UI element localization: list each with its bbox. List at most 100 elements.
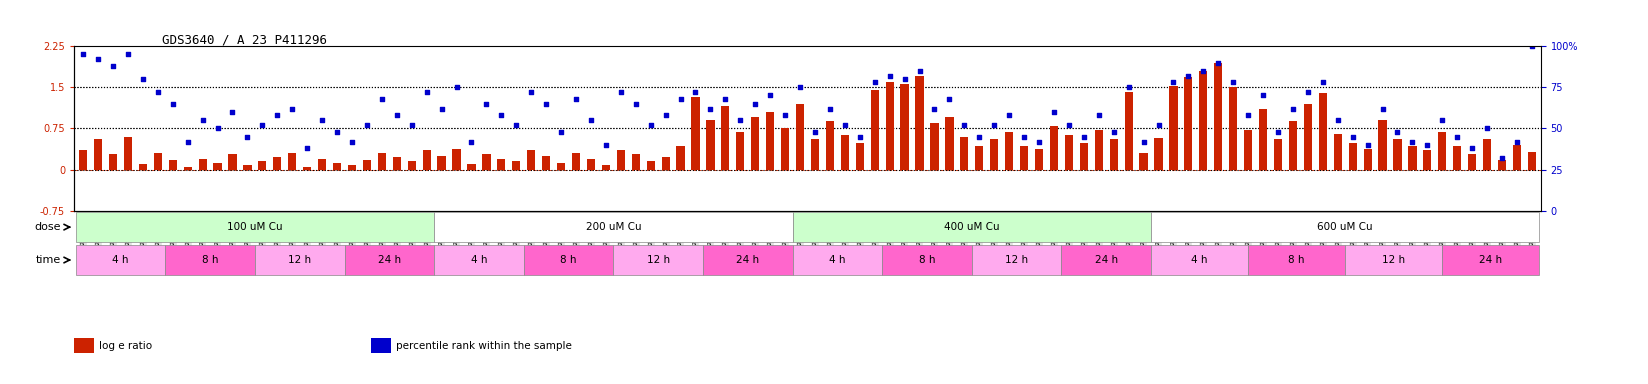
- Point: [145, 89, 171, 95]
- Point: [578, 117, 605, 123]
- Bar: [468, 164, 476, 169]
- Bar: [168, 160, 176, 169]
- Point: [264, 112, 290, 118]
- Bar: [557, 163, 565, 169]
- Point: [1220, 79, 1246, 85]
- Point: [623, 101, 649, 107]
- Bar: [946, 118, 954, 169]
- Text: 24 h: 24 h: [1094, 255, 1117, 265]
- Point: [1325, 117, 1351, 123]
- Point: [1160, 79, 1187, 85]
- Text: 4 h: 4 h: [112, 255, 129, 265]
- Bar: [587, 159, 595, 169]
- Text: 12 h: 12 h: [646, 255, 669, 265]
- Point: [1042, 109, 1068, 115]
- FancyBboxPatch shape: [882, 245, 972, 275]
- Point: [488, 112, 514, 118]
- Bar: [138, 164, 147, 169]
- Bar: [124, 137, 132, 169]
- Bar: [1498, 160, 1506, 169]
- Point: [981, 122, 1007, 128]
- Point: [936, 96, 962, 102]
- Text: 24 h: 24 h: [737, 255, 760, 265]
- Point: [190, 117, 216, 123]
- Bar: [1439, 132, 1447, 169]
- Text: 8 h: 8 h: [560, 255, 577, 265]
- Point: [638, 122, 664, 128]
- Point: [1429, 117, 1455, 123]
- Bar: [407, 161, 415, 169]
- Point: [428, 106, 455, 112]
- FancyBboxPatch shape: [1061, 245, 1150, 275]
- Bar: [885, 82, 893, 169]
- Bar: [109, 154, 117, 169]
- Point: [1473, 125, 1500, 131]
- Bar: [348, 165, 356, 169]
- Point: [564, 96, 590, 102]
- Text: 8 h: 8 h: [1289, 255, 1305, 265]
- Bar: [303, 167, 311, 169]
- Point: [279, 106, 305, 112]
- Point: [847, 134, 873, 140]
- Point: [1355, 142, 1381, 148]
- Bar: [602, 165, 610, 169]
- Point: [1340, 134, 1366, 140]
- Bar: [870, 90, 878, 169]
- Bar: [616, 150, 625, 169]
- Point: [966, 134, 992, 140]
- Point: [249, 122, 275, 128]
- FancyBboxPatch shape: [255, 245, 344, 275]
- Bar: [840, 136, 849, 169]
- Bar: [661, 157, 669, 169]
- Point: [1399, 139, 1426, 145]
- Point: [951, 122, 977, 128]
- Bar: [198, 159, 206, 169]
- Point: [667, 96, 694, 102]
- Bar: [392, 157, 400, 169]
- Bar: [1005, 132, 1014, 169]
- Bar: [707, 120, 715, 169]
- Bar: [1318, 93, 1327, 169]
- Point: [608, 89, 634, 95]
- FancyBboxPatch shape: [433, 212, 793, 242]
- Point: [1369, 106, 1396, 112]
- Bar: [766, 112, 775, 169]
- Bar: [1528, 152, 1536, 169]
- Bar: [1139, 153, 1147, 169]
- Bar: [1274, 139, 1282, 169]
- Text: 8 h: 8 h: [201, 255, 218, 265]
- Bar: [483, 154, 491, 169]
- Bar: [1229, 87, 1238, 169]
- Bar: [1513, 145, 1521, 169]
- Bar: [751, 118, 760, 169]
- Text: 400 uM Cu: 400 uM Cu: [944, 222, 1000, 232]
- Bar: [318, 159, 326, 169]
- Point: [1086, 112, 1112, 118]
- Point: [771, 112, 798, 118]
- Bar: [377, 153, 386, 169]
- FancyBboxPatch shape: [76, 245, 165, 275]
- Bar: [1020, 146, 1028, 169]
- FancyBboxPatch shape: [793, 245, 882, 275]
- Point: [756, 93, 783, 99]
- Bar: [811, 139, 819, 169]
- Text: time: time: [36, 255, 61, 265]
- Bar: [676, 146, 684, 169]
- Point: [354, 122, 381, 128]
- Bar: [646, 161, 654, 169]
- Point: [219, 109, 246, 115]
- Point: [204, 125, 231, 131]
- Text: percentile rank within the sample: percentile rank within the sample: [396, 341, 572, 351]
- Bar: [826, 121, 834, 169]
- Point: [1205, 60, 1231, 66]
- Bar: [1394, 139, 1401, 169]
- Bar: [1065, 136, 1073, 169]
- Point: [877, 73, 903, 79]
- Point: [1145, 122, 1172, 128]
- Point: [86, 56, 112, 62]
- Text: 200 uM Cu: 200 uM Cu: [585, 222, 641, 232]
- Point: [532, 101, 559, 107]
- Bar: [214, 163, 221, 169]
- Bar: [1170, 86, 1178, 169]
- Bar: [229, 154, 237, 169]
